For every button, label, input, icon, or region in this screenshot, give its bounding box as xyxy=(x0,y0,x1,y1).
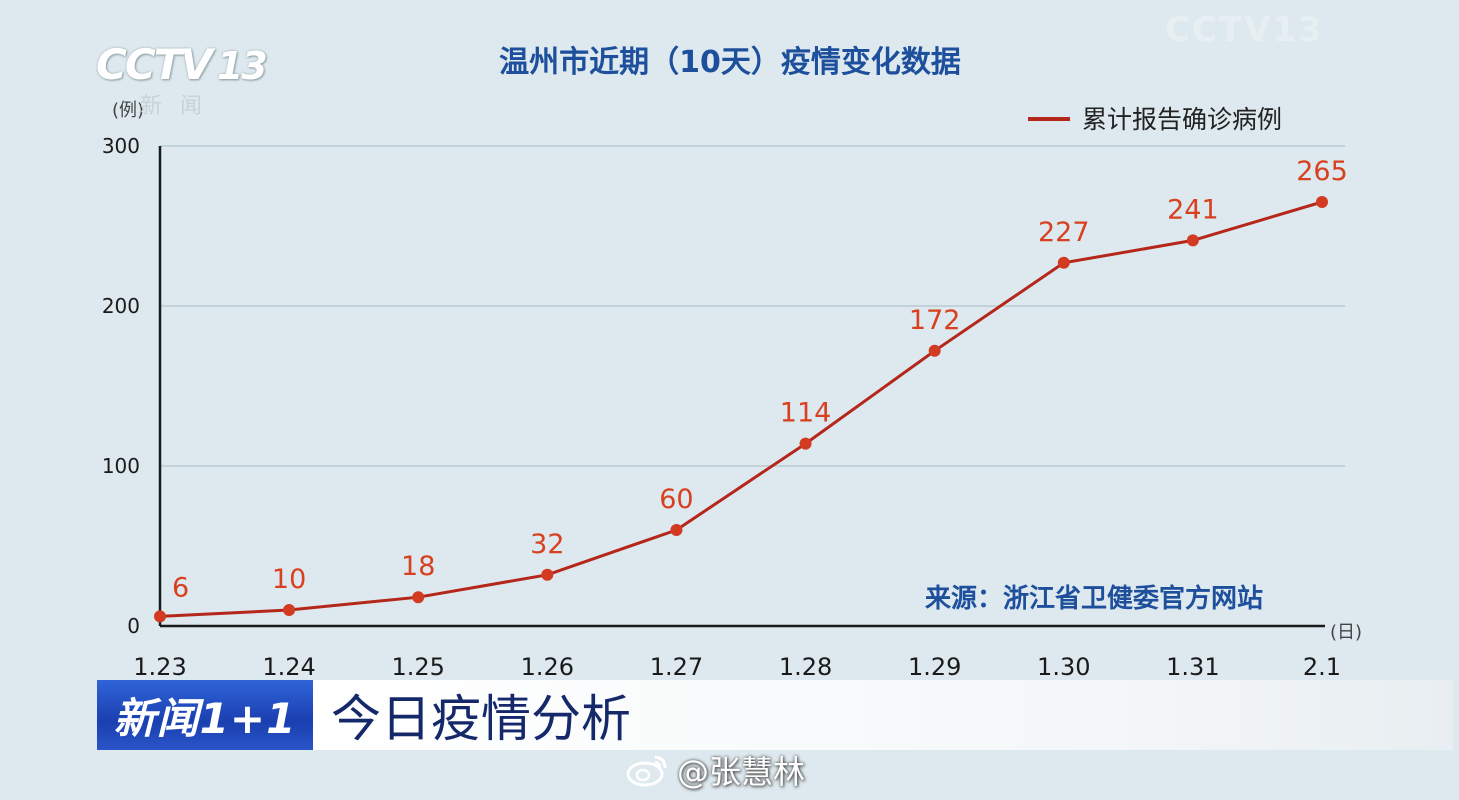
channel-number: 13 xyxy=(216,44,268,88)
legend-label: 累计报告确诊病例 xyxy=(1082,105,1282,134)
cctv-logo-text: CCTV 13 xyxy=(96,40,268,89)
data-label-1: 10 xyxy=(272,564,306,595)
data-label-0: 6 xyxy=(172,572,189,603)
x-axis-ticks: 1.23 1.24 1.25 1.26 1.27 1.28 1.29 1.30 1.31 2.1 xyxy=(133,653,1341,681)
data-label-9: 265 xyxy=(1296,156,1348,187)
y-axis-ticks: 0 100 200 300 xyxy=(102,134,140,638)
cctv13-logo: CCTV 13 新闻 xyxy=(96,40,296,120)
channel-sub: 新闻 xyxy=(140,94,221,119)
y-tick-label-3: 300 xyxy=(102,134,140,158)
source-note: 来源：浙江省卫健委官方网站 xyxy=(925,583,1263,614)
series-line-confirmed xyxy=(159,200,1323,618)
data-label-2: 18 xyxy=(401,551,435,582)
data-label-5: 114 xyxy=(780,398,832,429)
data-label-6: 172 xyxy=(909,305,961,336)
top-right-watermark: CCTV13 xyxy=(1165,10,1324,50)
data-label-8: 241 xyxy=(1167,194,1219,225)
x-axis-unit: (日) xyxy=(1330,622,1362,643)
program-logo: 新闻1+1 xyxy=(97,680,313,750)
weibo-icon xyxy=(626,755,667,787)
weibo-handle: @张慧林 xyxy=(677,753,806,791)
data-point-0 xyxy=(154,610,166,623)
data-point-6 xyxy=(928,344,941,357)
x-tick-label-6: 1.29 xyxy=(908,653,961,681)
x-tick-label-2: 1.25 xyxy=(392,653,445,681)
x-tick-label-7: 1.30 xyxy=(1037,653,1090,681)
data-point-5 xyxy=(799,437,812,450)
data-label-7: 227 xyxy=(1038,217,1090,248)
y-tick-label-0: 0 xyxy=(127,614,140,638)
data-point-8 xyxy=(1186,234,1199,247)
topic-banner: 今日疫情分析 xyxy=(313,680,1453,750)
x-tick-label-0: 1.23 xyxy=(133,653,186,681)
legend: 累计报告确诊病例 xyxy=(1028,105,1282,134)
weibo-credit: @张慧林 xyxy=(625,745,805,795)
data-point-3 xyxy=(541,568,554,581)
chart-title: 温州市近期（10天）疫情变化数据 xyxy=(499,45,961,80)
data-labels: 6 10 18 32 60 114 172 227 241 265 xyxy=(172,156,1348,603)
data-label-3: 32 xyxy=(530,529,564,560)
x-tick-label-9: 2.1 xyxy=(1303,653,1341,681)
x-tick-label-5: 1.28 xyxy=(779,653,832,681)
x-tick-label-4: 1.27 xyxy=(650,653,703,681)
data-points xyxy=(154,196,1328,623)
x-tick-label-1: 1.24 xyxy=(262,653,315,681)
data-point-7 xyxy=(1057,256,1070,269)
y-tick-label-2: 200 xyxy=(102,294,140,318)
data-point-1 xyxy=(283,604,296,616)
data-point-2 xyxy=(412,591,425,604)
x-tick-label-8: 1.31 xyxy=(1166,653,1219,681)
x-tick-label-3: 1.26 xyxy=(521,653,574,681)
data-point-4 xyxy=(670,524,683,536)
data-label-4: 60 xyxy=(659,484,693,515)
y-axis-unit: (例) xyxy=(112,100,144,121)
y-tick-label-1: 100 xyxy=(102,454,140,478)
gridlines xyxy=(160,145,1345,467)
data-point-9 xyxy=(1316,196,1328,208)
